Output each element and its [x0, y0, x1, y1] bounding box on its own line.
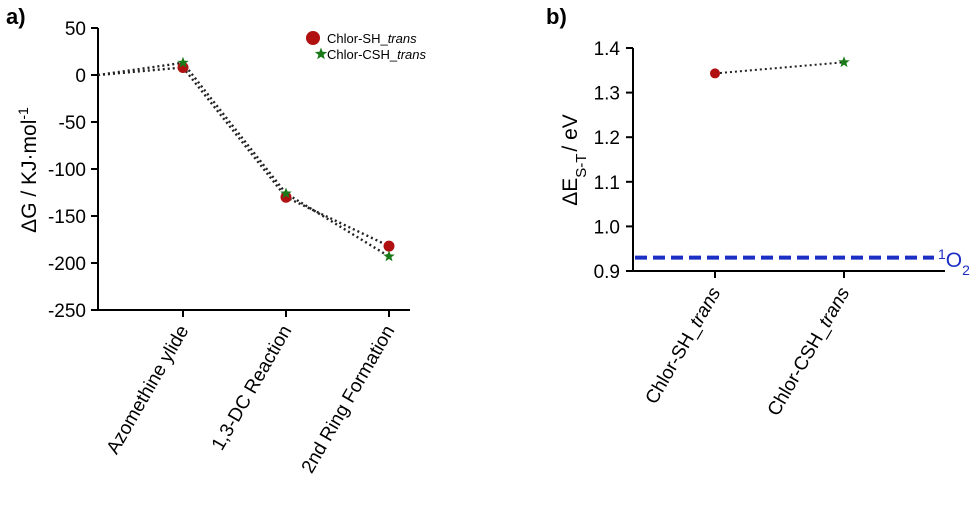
legend-item-chlor-csh-trans: Chlor-CSH_trans: [327, 47, 426, 62]
panel-a-y-tick-label: 50: [65, 19, 86, 40]
legend-circle-marker: [306, 31, 320, 45]
panel-a: a) 50 0 -50 -100 -150 -200 -250 Azomethine yli…: [6, 4, 426, 477]
panel-b-y-tick-label: 1.1: [594, 173, 620, 194]
panel-b-y-tick-label: 1.4: [594, 39, 621, 60]
panel-a-label: a): [6, 4, 26, 29]
legend: Chlor-SH_trans Chlor-CSH_trans: [306, 31, 426, 62]
panel-b-connector-line: [714, 61, 845, 75]
panel-a-y-tick-label: 0: [75, 66, 86, 87]
panel-b-label: b): [546, 4, 567, 29]
panel-a-x-tick-label: Azomethine ylide: [103, 322, 194, 458]
panel-b-x-tick-label-italic: trans: [815, 284, 855, 332]
panel-a-y-tick-label: -200: [48, 254, 86, 275]
legend-star-shape: [314, 47, 328, 60]
panel-a-series-line-1: [97, 61, 390, 258]
panel-a-y-tick-label: -100: [48, 160, 86, 181]
panel-a-x-tick-label: 2nd Ring Formation: [298, 322, 400, 477]
panel-b-y-axis-title: ΔES-T/ eV: [559, 114, 590, 206]
legend-item-chlor-sh-trans: Chlor-SH_trans: [327, 31, 417, 46]
reference-line-label-1o2: 1O2: [938, 246, 970, 278]
legend-star-marker: [314, 47, 328, 60]
panel-a-point-circle: [177, 61, 189, 73]
panel-b-x-tick-label-main: Chlor-CSH_: [764, 320, 834, 420]
panel-b: b) 1.41.31.21.11.00.9 Chlor-SH_transChlo…: [546, 4, 970, 420]
panel-b-y-tick-label: 1.2: [594, 128, 620, 149]
panel-a-y-axis-title: ΔG / KJ·mol-1: [15, 107, 41, 233]
panel-a-y-tick-label: -250: [48, 301, 86, 322]
panel-a-x-tick-label: 1,3-DC Reaction: [208, 322, 296, 454]
panel-a-point-star: [280, 187, 292, 199]
panel-b-x-tick-label-italic: trans: [686, 284, 726, 332]
panel-b-point-star: [838, 56, 850, 68]
panel-b-x-tick-label: Chlor-SH_trans: [642, 284, 726, 408]
panel-b-point-circle: [710, 68, 720, 79]
panel-a-y-tick-label: -50: [59, 113, 86, 134]
panel-b-x-tick-label-main: Chlor-SH_: [642, 320, 705, 408]
panel-a-point-circle: [383, 240, 395, 252]
panel-a-point-star: [177, 56, 189, 68]
panel-a-y-tick-label: -150: [48, 207, 86, 228]
panel-a-point-circle: [280, 191, 292, 203]
panel-a-series-line-0: [97, 66, 390, 248]
panel-a-point-star: [383, 250, 395, 262]
panel-b-y-tick-label: 0.9: [594, 262, 620, 283]
panel-b-y-tick-label: 1.0: [594, 217, 620, 238]
panel-b-x-tick-label: Chlor-CSH_trans: [764, 284, 855, 420]
panel-b-y-tick-label: 1.3: [594, 84, 620, 105]
